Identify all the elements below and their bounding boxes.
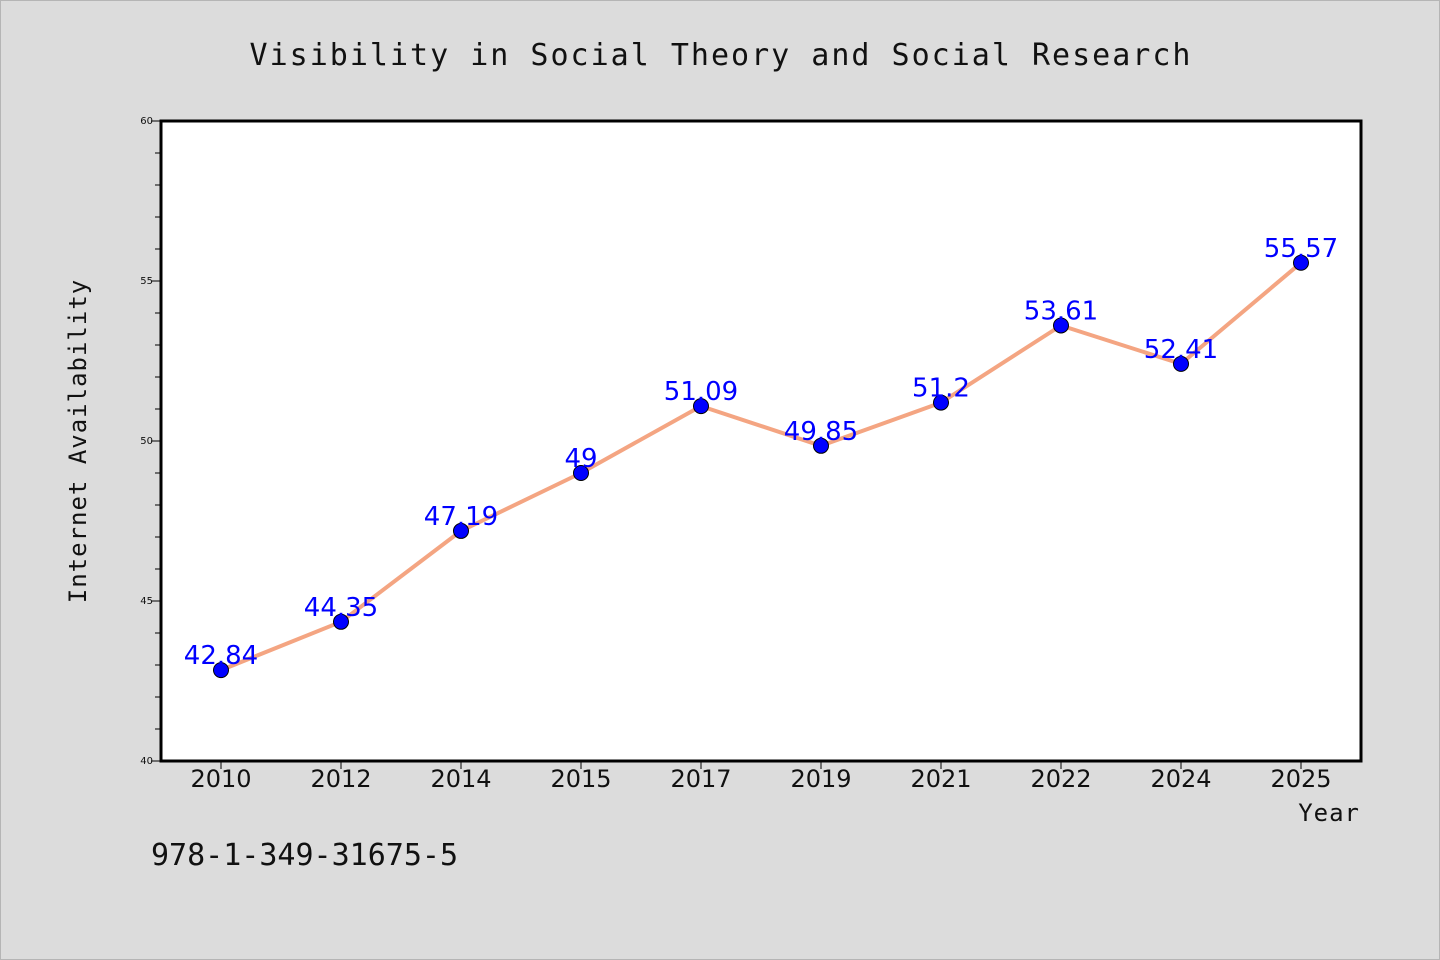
data-label: 47.19 [424, 502, 498, 532]
y-tick-label: 45 [140, 596, 153, 607]
data-label: 51.2 [912, 374, 970, 404]
data-point [333, 613, 349, 630]
data-point [1293, 254, 1309, 271]
data-point [213, 662, 229, 679]
data-point [453, 522, 469, 539]
x-tick-label: 2014 [430, 765, 491, 793]
plot-area [159, 119, 1363, 763]
x-tick-label: 2012 [310, 765, 371, 793]
series-markers [213, 254, 1309, 679]
data-label: 53.61 [1024, 296, 1098, 326]
y-tick-label: 60 [140, 116, 153, 127]
x-tick-label: 2010 [190, 765, 251, 793]
chart-title: Visibility in Social Theory and Social R… [250, 38, 1193, 73]
data-point [813, 437, 829, 454]
y-tick-label: 55 [140, 276, 153, 287]
data-point [693, 398, 709, 415]
x-axis-label: Year [1298, 799, 1360, 827]
data-point [573, 465, 589, 481]
series-line [220, 261, 1303, 672]
x-tick-label: 2024 [1150, 765, 1211, 793]
x-tick-label: 2025 [1270, 765, 1331, 793]
data-label: 55.57 [1264, 234, 1338, 264]
data-label: 44.35 [304, 593, 378, 623]
y-tick-label: 50 [140, 436, 153, 447]
x-tick-label: 2015 [550, 765, 611, 793]
y-tick-label: 40 [140, 756, 153, 767]
x-axis: 2010 2012 2014 2015 2017 2019 2021 2022 2024 2025 [190, 761, 1332, 793]
data-label: 49.85 [784, 417, 858, 447]
data-label: 49 [564, 444, 597, 474]
x-tick-label: 2019 [790, 765, 851, 793]
x-tick-label: 2017 [670, 765, 731, 793]
data-label: 52.41 [1144, 335, 1218, 365]
data-label: 51.09 [664, 377, 738, 407]
data-labels: 42.84 44.35 47.19 49 51.09 49.85 51.2 53.61 52.4… [184, 234, 1338, 671]
data-label: 42.84 [184, 641, 258, 671]
y-axis: 40 45 50 55 60 [140, 116, 161, 767]
data-point [933, 394, 949, 411]
isbn-text: 978-1-349-31675-5 [151, 838, 458, 873]
data-point [1173, 355, 1189, 372]
x-tick-label: 2021 [910, 765, 971, 793]
data-point [1053, 317, 1069, 334]
x-tick-label: 2022 [1030, 765, 1091, 793]
y-axis-label: Internet Availability [64, 279, 92, 603]
